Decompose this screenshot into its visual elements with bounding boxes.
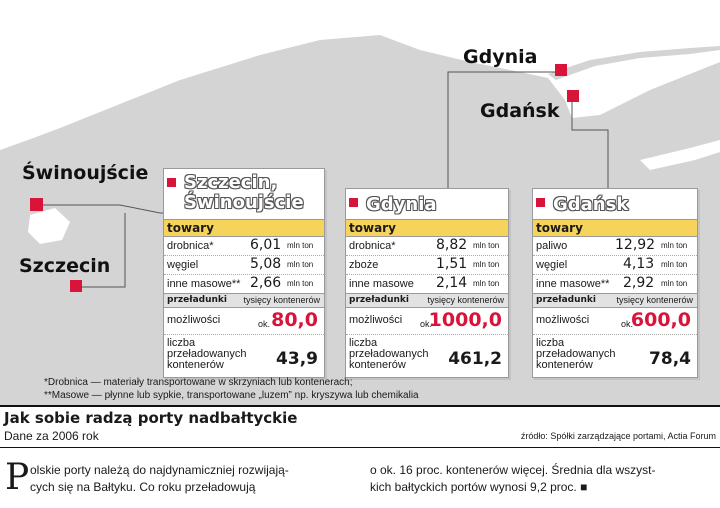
section-przeladunki: przeładunki tysięcy kontenerów: [533, 293, 697, 308]
capacity-row: możliwości ok. 600,0: [533, 308, 697, 335]
cargo-row: węgiel 5,08 mln ton: [164, 256, 324, 275]
footnote-masowe: **Masowe — płynne lub sypkie, transporto…: [44, 390, 419, 401]
card-title: Szczecin, Świnoujście: [184, 172, 304, 213]
cargo-row: drobnica* 6,01 mln ton: [164, 237, 324, 256]
divider-top: [0, 405, 720, 407]
section-towary: towary: [164, 219, 324, 237]
pin-gdynia: [555, 64, 567, 76]
port-card-gdynia: Gdynia towary drobnica* 8,82 mln ton zboże…: [345, 188, 509, 378]
subheadline: Dane za 2006 rok: [4, 429, 99, 443]
section-towary: towary: [533, 219, 697, 237]
handled-row: liczba przeładowanych kontenerów 43,9: [167, 337, 318, 371]
label-swinoujscie: Świnoujście: [22, 162, 149, 184]
hel-peninsula: [548, 46, 720, 80]
port-card-gdansk: Gdańsk towary paliwo 12,92 mln ton węgiel 4…: [532, 188, 698, 378]
cargo-row: inne masowe** 2,66 mln ton: [167, 275, 314, 291]
port-marker-icon: [536, 198, 545, 207]
handled-row: liczba przeładowanych kontenerów 78,4: [536, 337, 691, 371]
section-przeladunki: przeładunki tysięcy kontenerów: [164, 293, 324, 308]
cargo-row: drobnica* 8,82 mln ton: [346, 237, 508, 256]
article-column-1: olskie porty należą do najdynamiczniej r…: [30, 463, 289, 494]
section-przeladunki: przeładunki tysięcy kontenerów: [346, 293, 508, 308]
cargo-row: węgiel 4,13 mln ton: [533, 256, 697, 275]
card-title: Gdańsk: [553, 194, 629, 215]
cargo-row: inne masowe** 2,92 mln ton: [536, 275, 688, 291]
connector-szczecin: [76, 213, 126, 288]
cargo-row: zboże 1,51 mln ton: [346, 256, 508, 275]
port-card-szczecin: Szczecin, Świnoujście towary drobnica* 6,0…: [163, 168, 325, 378]
handled-row: liczba przeładowanych kontenerów 461,2: [349, 337, 502, 371]
dropcap: P: [5, 457, 30, 498]
article-column-2: o ok. 16 proc. kontenerów więcej. Średni…: [370, 463, 656, 494]
capacity-row: możliwości ok. 1000,0: [346, 308, 508, 335]
cargo-row: paliwo 12,92 mln ton: [533, 237, 697, 256]
label-szczecin: Szczecin: [19, 255, 111, 277]
port-marker-icon: [349, 198, 358, 207]
section-towary: towary: [346, 219, 508, 237]
pin-swinoujscie: [30, 198, 43, 211]
lagoon-2: [640, 140, 720, 170]
card-title: Gdynia: [366, 194, 437, 215]
pin-szczecin: [70, 280, 82, 292]
connector-gdynia: [447, 71, 560, 190]
pin-gdansk: [567, 90, 579, 102]
lagoon: [28, 208, 70, 244]
headline: Jak sobie radzą porty nadbałtyckie: [4, 409, 298, 427]
source-note: źródło: Spółki zarządzające portami, Act…: [520, 431, 716, 441]
label-gdynia: Gdynia: [463, 46, 538, 68]
port-marker-icon: [167, 178, 176, 187]
cargo-row: inne masowe 2,14 mln ton: [349, 275, 500, 291]
capacity-row: możliwości ok. 80,0: [164, 308, 324, 335]
label-gdansk: Gdańsk: [480, 100, 560, 122]
footnote-drobnica: *Drobnica — materiały transportowane w s…: [44, 377, 353, 388]
divider-bottom: [0, 447, 720, 448]
connector-gdansk: [571, 97, 609, 190]
